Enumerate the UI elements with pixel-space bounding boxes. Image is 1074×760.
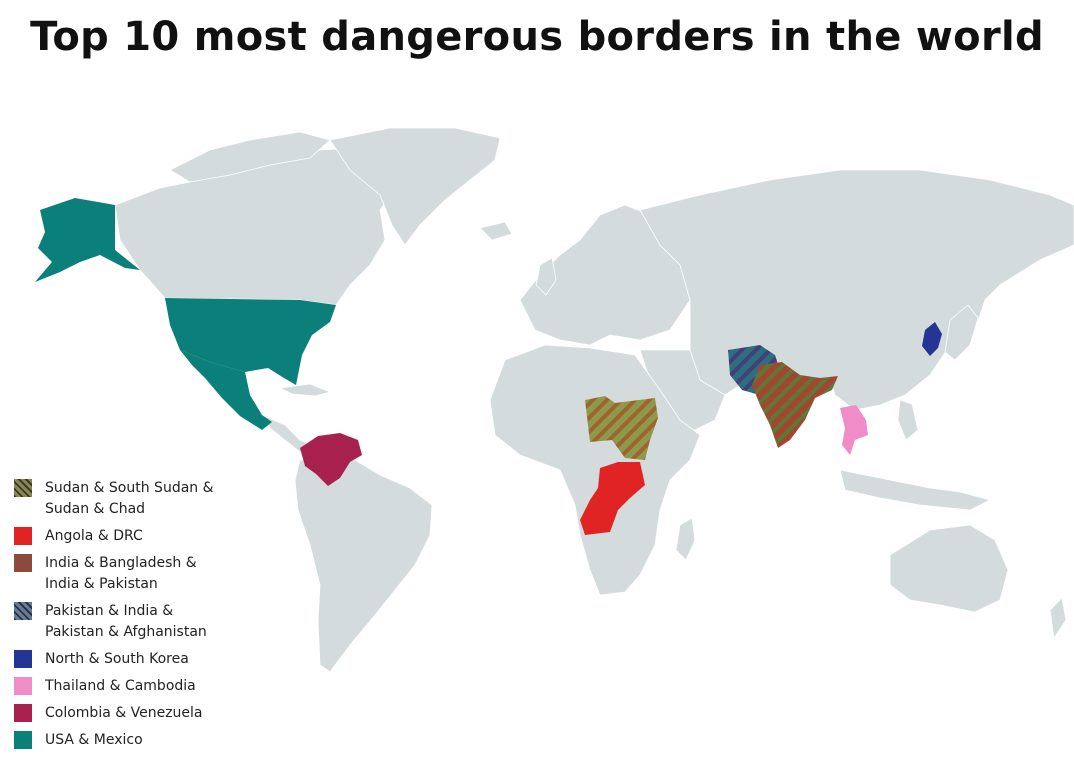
legend-swatch-korea bbox=[14, 650, 32, 668]
legend-label: India & Bangladesh & India & Pakistan bbox=[45, 555, 197, 592]
land-masses bbox=[114, 127, 1074, 673]
legend-swatch-india bbox=[14, 554, 32, 572]
land-south-america bbox=[294, 459, 433, 673]
land-new-zealand bbox=[1049, 597, 1067, 640]
region-colombia-venezuela bbox=[300, 433, 362, 486]
legend-item-colombia: Colombia & Venezuela bbox=[14, 703, 245, 724]
legend-swatch-colombia bbox=[14, 704, 32, 722]
land-asia bbox=[639, 169, 1074, 411]
legend-item-korea: North & South Korea bbox=[14, 649, 245, 670]
legend-item-pakistan: Pakistan & India & Pakistan & Afghanista… bbox=[14, 601, 245, 643]
land-arctic-islands bbox=[169, 131, 331, 183]
region-mexico bbox=[180, 350, 272, 430]
legend-item-usa: USA & Mexico bbox=[14, 730, 245, 751]
region-thailand-cambodia bbox=[840, 405, 868, 455]
legend-label: USA & Mexico bbox=[45, 732, 143, 748]
world-map bbox=[35, 127, 1074, 673]
legend-label: Thailand & Cambodia bbox=[45, 678, 196, 694]
legend-label: Angola & DRC bbox=[45, 528, 143, 544]
land-indonesia bbox=[839, 469, 992, 511]
land-greenland bbox=[329, 127, 501, 246]
land-japan bbox=[944, 304, 979, 361]
region-alaska bbox=[35, 198, 140, 282]
legend-label: Colombia & Venezuela bbox=[45, 705, 203, 721]
legend: Sudan & South Sudan & Sudan & Chad Angol… bbox=[14, 478, 245, 757]
region-drc-angola bbox=[580, 462, 645, 535]
legend-label: North & South Korea bbox=[45, 651, 189, 667]
land-philippines bbox=[897, 399, 919, 441]
legend-swatch-angola bbox=[14, 527, 32, 545]
legend-item-india: India & Bangladesh & India & Pakistan bbox=[14, 553, 245, 595]
land-madagascar bbox=[675, 517, 696, 561]
region-sudan bbox=[585, 396, 658, 460]
legend-label: Pakistan & India & Pakistan & Afghanista… bbox=[45, 603, 207, 640]
land-iceland bbox=[479, 221, 513, 241]
region-india bbox=[752, 362, 838, 448]
land-cuba bbox=[278, 383, 332, 397]
legend-swatch-thailand bbox=[14, 677, 32, 695]
legend-item-thailand: Thailand & Cambodia bbox=[14, 676, 245, 697]
legend-swatch-usa bbox=[14, 731, 32, 749]
map-title: Top 10 most dangerous borders in the wor… bbox=[30, 14, 1044, 60]
region-korea bbox=[922, 322, 942, 356]
land-australia bbox=[889, 524, 1009, 613]
legend-swatch-sudan bbox=[14, 479, 32, 497]
legend-item-angola: Angola & DRC bbox=[14, 526, 245, 547]
legend-label: Sudan & South Sudan & Sudan & Chad bbox=[45, 480, 214, 517]
legend-item-sudan: Sudan & South Sudan & Sudan & Chad bbox=[14, 478, 245, 520]
land-uk bbox=[535, 257, 557, 296]
region-usa bbox=[165, 298, 336, 385]
legend-swatch-pakistan bbox=[14, 602, 32, 620]
